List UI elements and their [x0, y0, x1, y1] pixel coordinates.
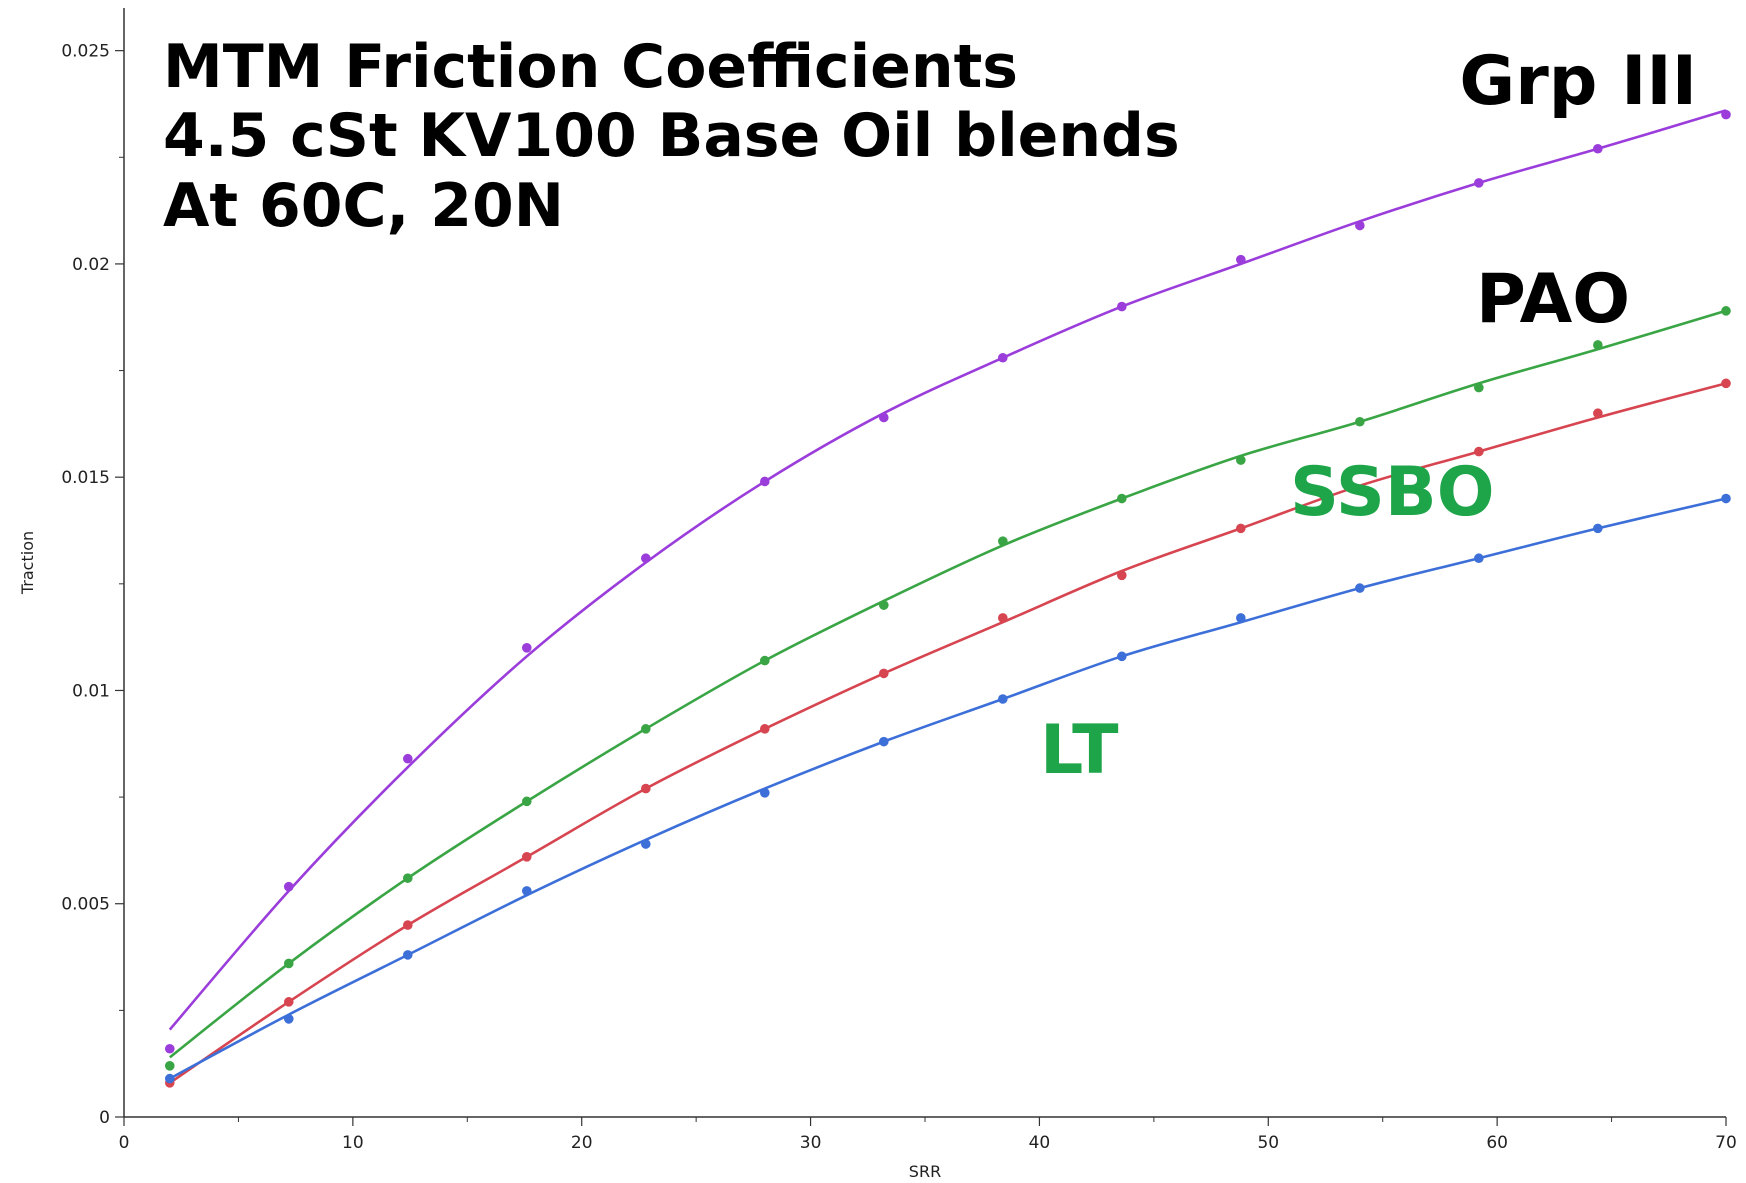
data-point-pao — [402, 873, 413, 883]
y-tick-label: 0.005 — [61, 895, 110, 915]
data-point-ssbo — [998, 613, 1008, 623]
data-point-grp3 — [283, 881, 294, 892]
data-point-ssbo — [402, 920, 413, 930]
data-point-lt — [1117, 651, 1127, 662]
fit-curve-grp3 — [168, 109, 1727, 1031]
x-tick-label: 40 — [1029, 1133, 1051, 1153]
data-point-ssbo — [521, 852, 532, 862]
x-tick-label: 50 — [1257, 1133, 1279, 1153]
data-point-ssbo — [1474, 446, 1484, 457]
chart-title-line: 4.5 cSt KV100 Base Oil blends — [163, 101, 1180, 171]
data-point-ssbo — [283, 997, 294, 1007]
x-tick-label: 20 — [571, 1133, 593, 1153]
y-tick-label: 0 — [99, 1108, 110, 1128]
data-point-lt — [998, 694, 1008, 704]
y-tick-label: 0.01 — [72, 681, 110, 701]
series-label-lt: LT — [1040, 711, 1119, 790]
data-point-grp3 — [879, 412, 889, 423]
data-point-pao — [164, 1061, 175, 1071]
data-point-lt — [521, 886, 532, 896]
data-point-grp3 — [760, 476, 770, 487]
chart-title-line: MTM Friction Coefficients — [163, 32, 1018, 102]
data-point-lt — [1474, 553, 1484, 564]
data-point-grp3 — [640, 553, 651, 564]
series-label-grp3: Grp III — [1459, 42, 1697, 121]
y-tick-label: 0.02 — [72, 255, 110, 275]
data-point-lt — [1236, 613, 1246, 623]
y-tick-label: 0.015 — [61, 468, 110, 488]
data-point-pao — [998, 536, 1008, 546]
data-point-pao — [879, 600, 889, 610]
fit-curve-ssbo — [169, 382, 1727, 1084]
data-point-lt — [879, 736, 889, 747]
fit-curves — [168, 109, 1727, 1084]
data-point-ssbo — [1721, 378, 1731, 389]
data-point-pao — [760, 655, 770, 666]
data-point-ssbo — [1593, 408, 1603, 419]
data-point-pao — [1355, 416, 1365, 427]
data-point-lt — [760, 788, 770, 798]
x-tick-label: 0 — [119, 1133, 130, 1153]
data-point-pao — [1593, 340, 1603, 350]
data-point-lt — [283, 1014, 294, 1024]
series-label-ssbo: SSBO — [1290, 453, 1495, 532]
data-point-lt — [164, 1073, 175, 1084]
data-points — [164, 109, 1731, 1088]
series-annotations: Grp III PAO SSBO LT — [1040, 42, 1697, 790]
data-point-ssbo — [640, 783, 651, 794]
data-point-ssbo — [760, 724, 770, 734]
data-point-grp3 — [402, 753, 413, 764]
chart-title-line: At 60C, 20N — [163, 171, 564, 241]
data-point-ssbo — [1355, 485, 1365, 495]
data-point-lt — [1355, 583, 1365, 593]
data-point-ssbo — [1236, 523, 1246, 534]
data-point-lt — [1721, 493, 1731, 504]
x-tick-label: 70 — [1715, 1133, 1737, 1153]
fit-curve-lt — [169, 497, 1727, 1080]
y-axis-title: Traction — [18, 531, 37, 595]
axes: 0 0.005 0.01 0.015 0.02 0.025 0 10 20 30 40 50 60 70 S… — [18, 8, 1737, 1181]
data-point-grp3 — [1721, 109, 1731, 120]
data-point-pao — [283, 958, 294, 969]
data-point-grp3 — [521, 643, 532, 653]
data-point-lt — [1593, 523, 1603, 534]
data-point-grp3 — [1236, 254, 1246, 265]
series-label-pao: PAO — [1476, 260, 1630, 339]
data-point-pao — [1474, 382, 1484, 393]
data-point-grp3 — [1474, 178, 1484, 188]
data-point-grp3 — [164, 1043, 175, 1054]
data-point-pao — [521, 796, 532, 807]
x-axis-title: SRR — [909, 1162, 941, 1181]
x-tick-label: 30 — [800, 1133, 822, 1153]
data-point-ssbo — [1117, 570, 1127, 581]
x-tick-label: 60 — [1486, 1133, 1508, 1153]
fit-curve-pao — [168, 309, 1727, 1059]
data-point-pao — [640, 724, 651, 734]
data-point-grp3 — [998, 352, 1008, 363]
data-point-ssbo — [879, 668, 889, 679]
data-point-grp3 — [1355, 220, 1365, 231]
data-point-pao — [1721, 306, 1731, 316]
data-point-grp3 — [1593, 143, 1603, 154]
y-tick-label: 0.025 — [61, 42, 110, 62]
x-tick-label: 10 — [342, 1133, 364, 1153]
data-point-lt — [640, 839, 651, 849]
data-point-lt — [402, 950, 413, 960]
data-point-pao — [1236, 455, 1246, 465]
data-point-pao — [1117, 493, 1127, 504]
data-point-grp3 — [1117, 301, 1127, 312]
